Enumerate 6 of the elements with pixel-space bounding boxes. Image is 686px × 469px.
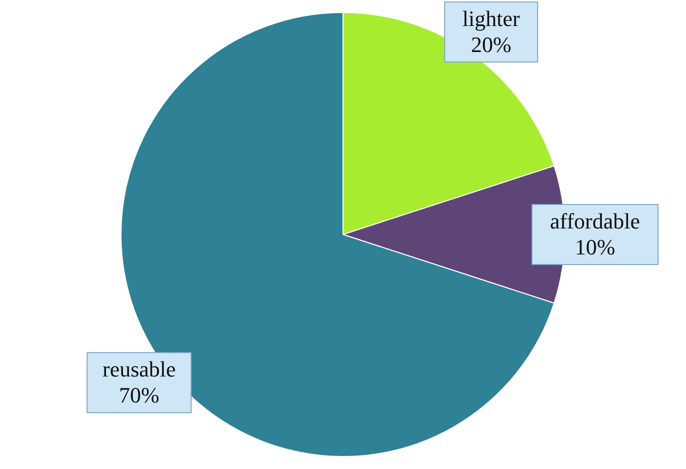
data-label: 10% [574,234,616,260]
data-label: 70% [118,382,160,408]
slice-label: reusable [102,356,176,382]
slice-label: lighter [462,6,521,31]
slice-label: affordable [550,208,640,234]
data-label: 20% [470,32,512,57]
